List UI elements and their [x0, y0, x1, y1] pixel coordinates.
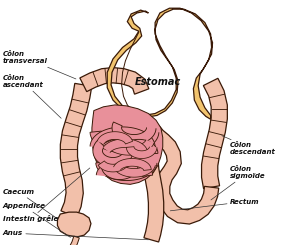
Polygon shape	[104, 140, 154, 155]
Polygon shape	[93, 140, 133, 167]
Polygon shape	[92, 105, 163, 184]
Text: Appendice: Appendice	[3, 204, 70, 238]
Text: Estomac: Estomac	[135, 77, 181, 87]
Text: Côlon
descendant: Côlon descendant	[222, 136, 276, 156]
Polygon shape	[97, 132, 133, 144]
Polygon shape	[143, 126, 164, 242]
Polygon shape	[148, 125, 219, 224]
Polygon shape	[103, 139, 148, 154]
Polygon shape	[60, 83, 92, 217]
Text: Rectum: Rectum	[170, 198, 259, 211]
Text: Intestin grêle: Intestin grêle	[3, 168, 90, 222]
Polygon shape	[113, 163, 155, 177]
Polygon shape	[98, 160, 129, 172]
Polygon shape	[201, 78, 227, 189]
Text: Anus: Anus	[3, 230, 149, 240]
Polygon shape	[57, 212, 91, 237]
Polygon shape	[70, 236, 79, 248]
Polygon shape	[107, 8, 213, 119]
Polygon shape	[102, 166, 138, 179]
Text: Côlon
sigmoïde: Côlon sigmoïde	[211, 166, 265, 200]
Polygon shape	[120, 140, 158, 154]
Polygon shape	[96, 160, 153, 176]
Text: Caecum: Caecum	[3, 189, 58, 219]
Polygon shape	[127, 147, 157, 158]
Polygon shape	[96, 162, 157, 180]
Polygon shape	[113, 158, 151, 170]
Polygon shape	[90, 131, 159, 153]
Text: Côlon
transversal: Côlon transversal	[3, 52, 76, 79]
Polygon shape	[80, 68, 149, 94]
Text: Côlon
ascendant: Côlon ascendant	[3, 76, 61, 118]
Polygon shape	[90, 127, 155, 148]
Polygon shape	[112, 122, 156, 144]
